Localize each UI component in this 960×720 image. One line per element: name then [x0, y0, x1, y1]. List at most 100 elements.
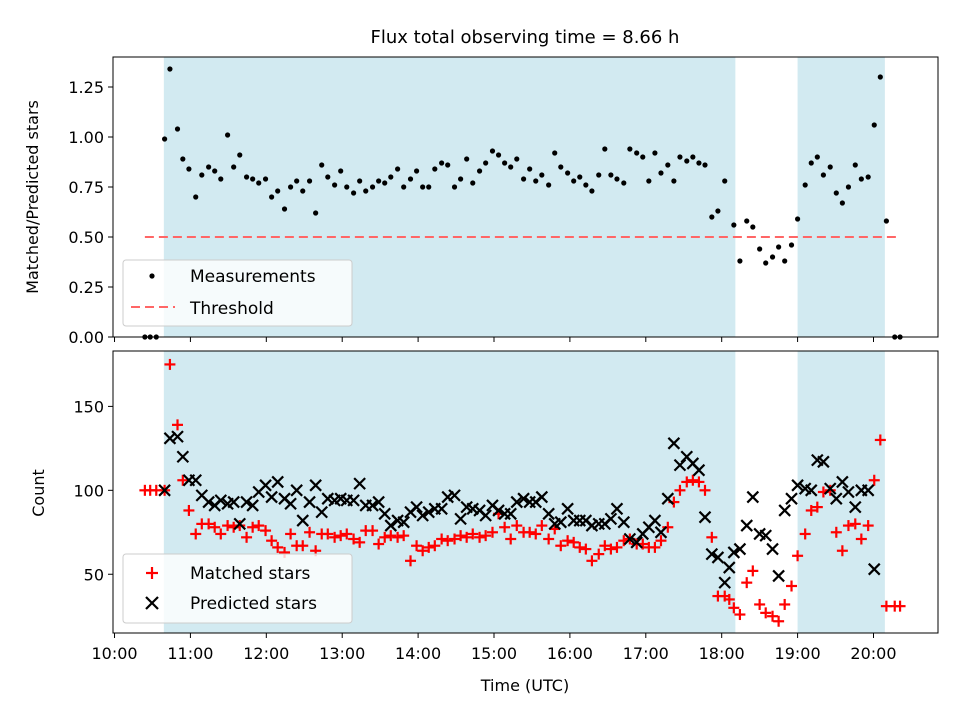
- predicted-stars-series: [158, 430, 881, 589]
- matched-point: [754, 598, 766, 610]
- predicted-point: [366, 499, 379, 512]
- predicted-point: [861, 484, 875, 497]
- predicted-point: [189, 473, 203, 487]
- measurement-point: [332, 182, 338, 188]
- predicted-point-b: [753, 527, 766, 541]
- predicted-point-b: [698, 510, 712, 524]
- predicted-point-b: [561, 502, 574, 516]
- measurement-point: [757, 246, 763, 252]
- measurement-point: [193, 194, 199, 200]
- measurement-point: [401, 184, 407, 190]
- predicted-point-b: [303, 495, 316, 509]
- predicted-point: [623, 532, 637, 546]
- measurement-point: [684, 158, 690, 164]
- predicted-point-b: [460, 500, 473, 514]
- predicted-point-b: [772, 569, 785, 583]
- predicted-point-b: [321, 492, 335, 505]
- matched-point: [417, 545, 429, 557]
- predicted-point-b: [422, 505, 436, 519]
- legend-measurements-marker: [149, 273, 155, 279]
- measurement-point: [883, 218, 889, 224]
- bottom-y-axis-label: Count: [29, 469, 48, 517]
- matched-point: [693, 476, 705, 488]
- matched-point: [398, 530, 410, 542]
- predicted-point-b: [176, 450, 190, 464]
- matched-point: [222, 520, 234, 532]
- x-tick-label: 10:00: [91, 644, 137, 663]
- top-y-tick-label: 0.00: [68, 328, 104, 347]
- predicted-point-b: [158, 484, 171, 497]
- matched-point: [266, 535, 278, 547]
- predicted-point: [227, 495, 240, 509]
- measurement-point: [877, 74, 883, 80]
- matched-point: [247, 521, 259, 533]
- predicted-point: [727, 546, 741, 559]
- matched-point: [830, 526, 842, 538]
- matched-point: [385, 530, 397, 542]
- predicted-point: [804, 484, 818, 497]
- legend-measurements-label: Measurements: [190, 267, 316, 287]
- matched-point: [436, 533, 448, 545]
- measurement-point: [596, 172, 602, 178]
- predicted-point-b: [347, 494, 360, 507]
- predicted-point: [517, 492, 530, 505]
- predicted-point-b: [189, 473, 203, 487]
- measurement-point: [546, 182, 552, 188]
- predicted-point-b: [778, 504, 791, 517]
- measurement-point: [852, 162, 858, 168]
- predicted-point: [766, 542, 779, 556]
- x-tick-label: 13:00: [319, 644, 365, 663]
- matched-point: [172, 419, 184, 431]
- predicted-point-b: [309, 479, 322, 492]
- top-y-tick-label: 0.25: [68, 278, 104, 297]
- predicted-point-b: [648, 514, 662, 527]
- predicted-point: [711, 551, 725, 564]
- legend-matched-label: Matched stars: [190, 564, 310, 584]
- predicted-point-b: [680, 450, 694, 464]
- predicted-point: [785, 492, 798, 505]
- chart-title: Flux total observing time = 8.66 h: [371, 27, 680, 48]
- measurement-point: [300, 188, 306, 194]
- predicted-point-b: [759, 529, 772, 542]
- predicted-point: [630, 536, 643, 549]
- top-y-tick-label: 0.75: [68, 178, 104, 197]
- measurement-point: [426, 184, 432, 190]
- predicted-point-b: [723, 561, 736, 574]
- measurement-point: [420, 184, 426, 190]
- measurement-point: [174, 126, 181, 132]
- predicted-point: [867, 562, 881, 576]
- measurement-point: [225, 132, 231, 138]
- matched-point: [723, 593, 735, 605]
- matched-point: [868, 474, 880, 486]
- matched-point: [373, 538, 385, 550]
- measurement-point: [432, 166, 438, 172]
- measurement-point: [212, 168, 218, 174]
- matched-point: [699, 484, 711, 496]
- matched-point: [674, 484, 686, 496]
- matched-point: [662, 521, 674, 533]
- measurement-point: [715, 208, 721, 214]
- predicted-point-b: [510, 495, 524, 509]
- measurements-series: [142, 66, 903, 340]
- bottom-panel-frame: [112, 350, 939, 634]
- predicted-point-b: [479, 509, 492, 522]
- matched-point: [842, 520, 854, 532]
- matched-point: [392, 531, 404, 543]
- measurement-point: [451, 184, 458, 190]
- measurement-point: [313, 210, 319, 216]
- measurement-point: [671, 178, 677, 184]
- predicted-point-b: [623, 532, 637, 546]
- measurement-point: [287, 184, 294, 190]
- predicted-point-b: [271, 475, 284, 489]
- measurement-point: [508, 164, 514, 170]
- measurement-point: [489, 148, 496, 154]
- matched-point: [799, 528, 811, 540]
- x-tick-label: 12:00: [243, 644, 289, 663]
- predicted-point-b: [366, 499, 379, 512]
- measurement-point: [153, 334, 159, 340]
- predicted-point: [817, 455, 830, 469]
- predicted-point-b: [171, 430, 184, 443]
- predicted-point-b: [579, 514, 593, 527]
- measurement-point: [470, 180, 476, 186]
- measurement-point: [782, 258, 788, 264]
